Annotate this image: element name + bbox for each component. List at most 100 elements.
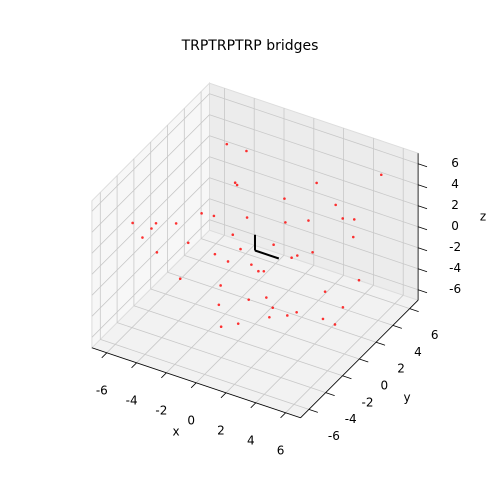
tick-mark bbox=[131, 362, 137, 369]
grid-line bbox=[91, 93, 210, 212]
scatter-point bbox=[217, 303, 221, 307]
scatter-point bbox=[257, 269, 260, 273]
grid-line bbox=[133, 305, 343, 377]
tick-mark bbox=[375, 341, 386, 346]
tick-mark bbox=[392, 325, 402, 329]
grid-line bbox=[209, 114, 419, 186]
scatter-point bbox=[231, 233, 235, 236]
scatter-point bbox=[351, 235, 355, 239]
x-axis-label: x bbox=[172, 425, 179, 439]
scatter-point bbox=[334, 203, 337, 207]
scatter-point bbox=[262, 269, 266, 273]
grid-line bbox=[150, 288, 360, 360]
scatter-point bbox=[268, 315, 271, 319]
z-tick-label: -2 bbox=[449, 240, 461, 254]
z-tick-label: -4 bbox=[449, 261, 461, 275]
tick-mark bbox=[190, 382, 197, 389]
scatter-point bbox=[341, 217, 345, 220]
z-tick-label: -6 bbox=[449, 282, 461, 296]
scatter-point bbox=[154, 221, 158, 225]
tick-mark bbox=[409, 308, 419, 312]
tick-mark bbox=[101, 352, 108, 359]
grid-line bbox=[209, 198, 419, 270]
y-tick-label: 2 bbox=[397, 362, 405, 376]
grid-line bbox=[91, 219, 210, 338]
scatter-point bbox=[357, 278, 361, 282]
scatter-point bbox=[265, 296, 268, 299]
scatter-point bbox=[235, 183, 239, 187]
bridge-line bbox=[254, 249, 280, 260]
scatter-point bbox=[219, 325, 223, 329]
grid-line bbox=[91, 135, 210, 254]
grid-line bbox=[91, 156, 210, 275]
scatter-point bbox=[286, 314, 289, 317]
z-tick-label: 2 bbox=[451, 198, 459, 212]
scatter-point bbox=[379, 173, 383, 177]
y-tick-label: 4 bbox=[414, 345, 422, 359]
scatter-point bbox=[272, 243, 275, 247]
scatter-point bbox=[186, 241, 190, 245]
y-axis-line bbox=[300, 299, 419, 419]
z-tick-label: 6 bbox=[451, 156, 459, 170]
grid-line bbox=[91, 114, 210, 233]
y-axis-label: y bbox=[403, 391, 410, 405]
scatter-point bbox=[155, 251, 159, 254]
grid-line bbox=[116, 322, 326, 393]
scatter-point bbox=[239, 247, 242, 251]
x-tick-label: 2 bbox=[217, 423, 225, 437]
z-tick-label: 0 bbox=[451, 219, 459, 233]
scatter-point bbox=[200, 212, 203, 215]
scatter-point bbox=[283, 197, 286, 200]
x-tick-label: 0 bbox=[187, 413, 195, 427]
grid-line bbox=[200, 238, 410, 309]
scatter-point bbox=[212, 214, 216, 218]
scatter-point bbox=[341, 306, 345, 309]
x-tick-label: -4 bbox=[126, 393, 138, 407]
chart-title: TRPTRPTRP bridges bbox=[181, 38, 319, 54]
y-tick-label: -6 bbox=[328, 429, 340, 443]
tick-mark bbox=[220, 392, 227, 399]
scatter-point bbox=[284, 221, 287, 224]
scatter-point bbox=[250, 263, 253, 266]
scatter-point bbox=[141, 236, 144, 239]
scatter-point bbox=[150, 227, 153, 230]
tick-mark bbox=[161, 372, 167, 379]
scatter-point bbox=[295, 310, 298, 314]
y-tick-label: 6 bbox=[431, 328, 439, 342]
scatter-point bbox=[290, 256, 293, 260]
scatter-point bbox=[271, 306, 275, 309]
grid-line bbox=[91, 177, 210, 296]
tick-mark bbox=[417, 289, 428, 294]
scatter-point bbox=[311, 251, 314, 254]
scatter-point bbox=[233, 181, 237, 185]
x-tick-label: 6 bbox=[277, 443, 285, 457]
x-tick-label: -6 bbox=[96, 383, 108, 397]
scatter-point bbox=[333, 323, 337, 326]
z-axis-label: z bbox=[480, 210, 486, 224]
tick-mark bbox=[417, 163, 428, 168]
scatter-point bbox=[323, 290, 327, 293]
scatter-point bbox=[236, 322, 240, 325]
tick-mark bbox=[417, 268, 428, 273]
tick-mark bbox=[250, 402, 257, 409]
tick-mark bbox=[325, 392, 335, 396]
grid-line bbox=[100, 339, 310, 410]
tick-mark bbox=[417, 226, 428, 231]
z-tick-label: 4 bbox=[451, 177, 459, 191]
scatter-point bbox=[321, 317, 325, 321]
grid-line bbox=[209, 219, 419, 291]
tick-mark bbox=[280, 412, 286, 419]
scatter-point bbox=[307, 219, 310, 222]
grid-line bbox=[209, 156, 419, 228]
grid-line bbox=[91, 198, 210, 317]
scatter-point bbox=[352, 218, 356, 221]
scatter-point bbox=[226, 260, 230, 263]
tick-mark bbox=[342, 375, 352, 380]
x-axis-line bbox=[91, 347, 301, 419]
tick-mark bbox=[417, 184, 428, 189]
grid-line bbox=[209, 177, 419, 249]
scatter-point bbox=[247, 298, 251, 301]
x-tick-label: 4 bbox=[247, 433, 255, 447]
scatter-point bbox=[296, 254, 299, 257]
